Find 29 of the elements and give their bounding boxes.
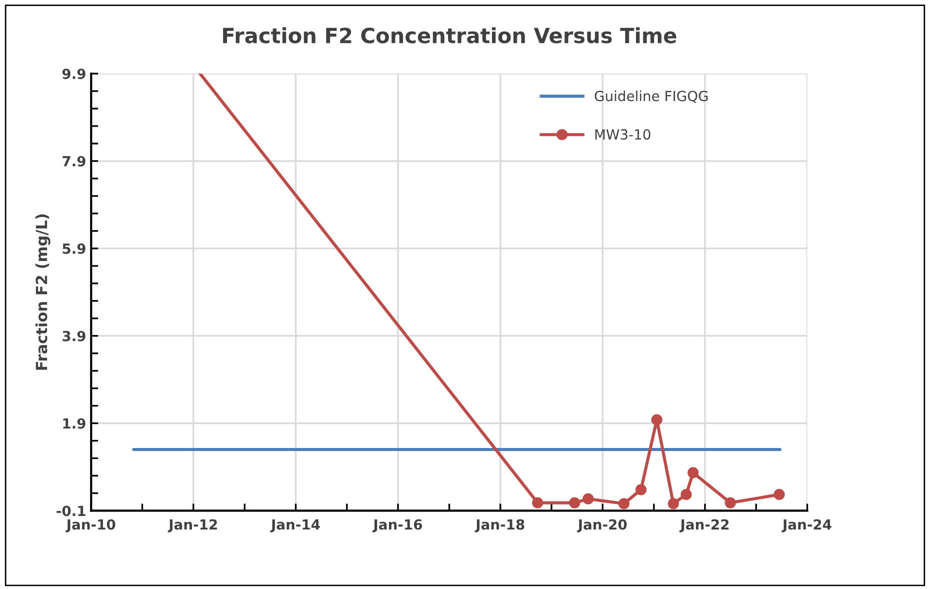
y-tick-label: 1.9 — [63, 418, 86, 429]
point — [680, 488, 692, 500]
x-tick-label: Jan-14 — [270, 519, 320, 532]
legend-label: Guideline FIGQG — [594, 90, 708, 103]
point — [618, 498, 630, 510]
point — [532, 497, 544, 508]
point — [635, 484, 647, 496]
point — [688, 467, 699, 478]
legend-label: MW3-10 — [595, 129, 650, 140]
x-tick-label: Jan-22 — [679, 519, 729, 532]
point — [651, 414, 662, 426]
x-tick-label: Jan-24 — [782, 519, 832, 532]
y-tick-label: 3.9 — [62, 330, 86, 342]
x-tick-label: Jan-18 — [474, 519, 524, 532]
y-tick-label: 5.9 — [62, 243, 86, 254]
y-axis-title: Fraction F2 (mg/L) — [35, 214, 50, 370]
x-tick-label: Jan-10 — [66, 519, 116, 532]
x-tick-label: Jan-12 — [168, 519, 217, 532]
y-tick-label: 9.9 — [62, 68, 86, 80]
x-tick-label: Jan-16 — [372, 519, 422, 532]
y-tick-label: -0.1 — [56, 506, 86, 516]
chart-title: Fraction F2 Concentration Versus Time — [223, 27, 676, 44]
y-tick-label: 7.9 — [62, 156, 86, 167]
point — [668, 498, 679, 510]
point — [582, 493, 594, 504]
point — [724, 497, 736, 508]
point — [569, 497, 580, 508]
point — [774, 488, 785, 500]
x-tick-label: Jan-20 — [577, 519, 627, 532]
